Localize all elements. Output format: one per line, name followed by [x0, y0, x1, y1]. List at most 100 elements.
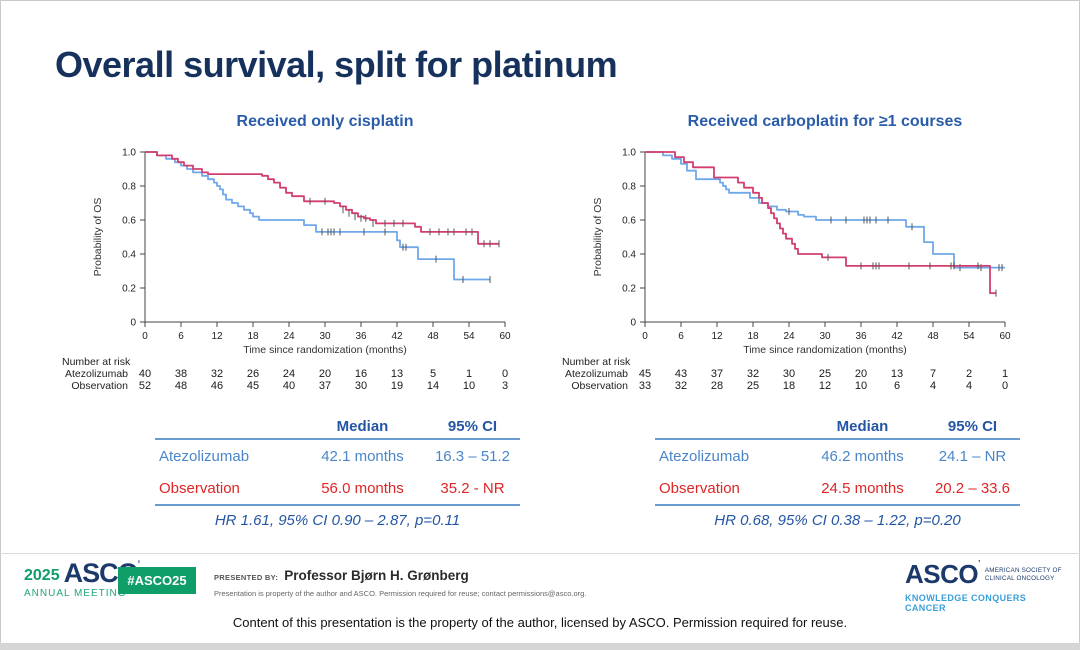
svg-text:32: 32 — [747, 368, 759, 380]
stats-header-median: Median — [800, 414, 925, 440]
svg-text:4: 4 — [966, 380, 972, 392]
svg-text:30: 30 — [783, 368, 795, 380]
svg-text:Number at risk: Number at risk — [62, 356, 131, 368]
stats-row-atezolizumab-label: Atezolizumab — [159, 447, 250, 465]
svg-text:54: 54 — [463, 331, 475, 342]
stats-table-carboplatin: Median 95% CI Atezolizumab 46.2 months 2… — [655, 414, 1020, 529]
stats-header-ci: 95% CI — [925, 414, 1020, 440]
stats-header-blank — [655, 414, 800, 440]
svg-text:Atezolizumab: Atezolizumab — [565, 368, 628, 380]
presenter-note: Presentation is property of the author a… — [214, 589, 587, 598]
svg-text:60: 60 — [999, 331, 1011, 342]
svg-text:30: 30 — [355, 380, 367, 392]
meeting-year: 2025 — [24, 567, 60, 584]
svg-text:0: 0 — [502, 368, 508, 380]
stats-header-blank — [155, 414, 300, 440]
svg-text:46: 46 — [211, 380, 223, 392]
svg-text:2: 2 — [966, 368, 972, 380]
svg-text:30: 30 — [819, 331, 831, 342]
svg-text:Time since randomization (mont: Time since randomization (months) — [243, 344, 407, 356]
svg-text:16: 16 — [355, 368, 367, 380]
svg-text:32: 32 — [675, 380, 687, 392]
svg-text:24: 24 — [283, 331, 295, 342]
svg-text:19: 19 — [391, 380, 403, 392]
svg-text:0: 0 — [1002, 380, 1008, 392]
asco-society-logo: ASCO’ AMERICAN SOCIETY OF CLINICAL ONCOL… — [905, 559, 1065, 613]
svg-text:37: 37 — [711, 368, 723, 380]
svg-text:0: 0 — [630, 318, 636, 329]
svg-text:45: 45 — [247, 380, 259, 392]
hazard-ratio-text: HR 1.61, 95% CI 0.90 – 2.87, p=0.11 — [214, 512, 461, 529]
svg-text:36: 36 — [855, 331, 867, 342]
svg-text:12: 12 — [819, 380, 831, 392]
asco-society-name: AMERICAN SOCIETY OF CLINICAL ONCOLOGY — [985, 567, 1062, 583]
presented-by-block: PRESENTED BY: Professor Bjørn H. Grønber… — [214, 568, 586, 598]
svg-text:0.4: 0.4 — [122, 250, 136, 261]
stats-row-observation-label: Observation — [155, 472, 300, 506]
svg-text:33: 33 — [639, 380, 651, 392]
svg-text:0.6: 0.6 — [622, 216, 636, 227]
stats-table-cisplatin: Median 95% CI Atezolizumab 42.1 months 1… — [155, 414, 520, 529]
stats-row-atezolizumab-ci: 16.3 – 51.2 — [434, 447, 511, 465]
stats-grid: Median 95% CI Atezolizumab 42.1 months 1… — [155, 414, 520, 506]
stats-header-median: Median — [300, 414, 425, 440]
svg-text:37: 37 — [319, 380, 331, 392]
km-chart-cisplatin: 1.00.80.60.40.200 6 12 18 24 30 36 42 48 54 60Time… — [62, 148, 511, 393]
svg-text:1: 1 — [1002, 368, 1008, 380]
svg-text:0: 0 — [130, 318, 136, 329]
svg-text:12: 12 — [211, 331, 223, 342]
presenter-name: Professor Bjørn H. Grønberg — [284, 568, 469, 583]
stats-row-atezolizumab-median: 46.2 months — [821, 447, 904, 465]
svg-text:40: 40 — [283, 380, 295, 392]
svg-text:48: 48 — [927, 331, 939, 342]
svg-text:43: 43 — [675, 368, 687, 380]
svg-text:6: 6 — [678, 331, 684, 342]
svg-text:18: 18 — [783, 380, 795, 392]
svg-text:10: 10 — [855, 380, 867, 392]
copyright-disclaimer: Content of this presentation is the prop… — [232, 615, 848, 630]
svg-text:18: 18 — [747, 331, 759, 342]
svg-text:30: 30 — [319, 331, 331, 342]
society-line-1: AMERICAN SOCIETY OF — [984, 566, 1062, 574]
stats-row-observation-label: Observation — [655, 472, 800, 506]
svg-text:0.8: 0.8 — [122, 182, 136, 193]
svg-text:48: 48 — [427, 331, 439, 342]
hashtag-badge: #ASCO25 — [118, 567, 196, 594]
svg-text:1.0: 1.0 — [622, 148, 636, 159]
svg-text:38: 38 — [175, 368, 187, 380]
svg-text:0.6: 0.6 — [122, 216, 136, 227]
svg-text:0: 0 — [642, 331, 648, 342]
stats-grid: Median 95% CI Atezolizumab 46.2 months 2… — [655, 414, 1020, 506]
svg-text:25: 25 — [747, 380, 759, 392]
svg-text:6: 6 — [178, 331, 184, 342]
svg-text:48: 48 — [175, 380, 187, 392]
svg-text:0.2: 0.2 — [122, 284, 136, 295]
svg-text:32: 32 — [211, 368, 223, 380]
presented-by-label: PRESENTED BY: — [214, 573, 279, 582]
presented-by-row: PRESENTED BY: Professor Bjørn H. Grønber… — [214, 568, 586, 583]
svg-text:1: 1 — [466, 368, 472, 380]
page-title: Overall survival, split for platinum — [55, 44, 618, 85]
km-chart-carboplatin: 1.00.80.60.40.200 6 12 18 24 30 36 42 48 54 60Time… — [562, 148, 1011, 393]
svg-text:25: 25 — [819, 368, 831, 380]
svg-text:36: 36 — [355, 331, 367, 342]
asco-logo-row: ASCO’ AMERICAN SOCIETY OF CLINICAL ONCOL… — [905, 559, 1065, 590]
svg-text:28: 28 — [711, 380, 723, 392]
svg-text:1.0: 1.0 — [122, 148, 136, 159]
svg-text:Atezolizumab: Atezolizumab — [65, 368, 128, 380]
svg-text:13: 13 — [391, 368, 403, 380]
svg-text:14: 14 — [427, 380, 439, 392]
stats-row-atezolizumab-label: Atezolizumab — [659, 447, 750, 465]
asco-wordmark: ASCO’ — [905, 559, 980, 589]
hazard-ratio-text: HR 0.68, 95% CI 0.38 – 1.22, p=0.20 — [714, 512, 961, 529]
svg-text:Observation: Observation — [571, 380, 628, 392]
svg-text:40: 40 — [139, 368, 151, 380]
svg-text:6: 6 — [894, 380, 900, 392]
stats-row-observation-median: 56.0 months — [300, 472, 425, 506]
meeting-subtitle: ANNUAL MEETING — [24, 588, 127, 599]
stats-row-observation-ci: 20.2 – 33.6 — [925, 472, 1020, 506]
svg-text:12: 12 — [711, 331, 723, 342]
footer-divider — [0, 553, 1080, 554]
svg-text:45: 45 — [639, 368, 651, 380]
trademark-icon: ’ — [978, 559, 980, 568]
